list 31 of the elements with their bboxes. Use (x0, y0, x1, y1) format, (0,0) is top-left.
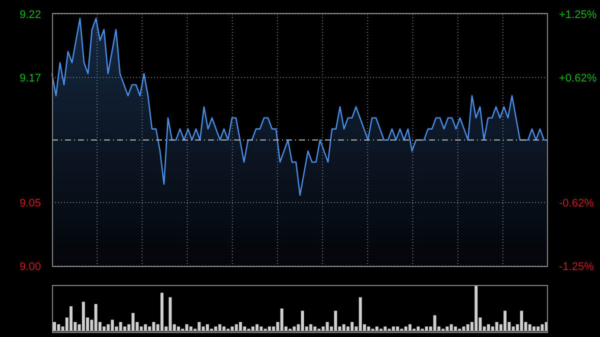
bar (239, 322, 242, 331)
y2-tick-label: +0.62% (559, 72, 597, 85)
bar (334, 310, 338, 331)
bar (326, 322, 329, 331)
bar (152, 322, 156, 331)
bar (433, 315, 436, 331)
bar (119, 322, 122, 331)
y-tick-label: 9.17 (20, 72, 41, 85)
bar (160, 292, 164, 331)
bar (132, 313, 135, 331)
bar (350, 322, 354, 331)
y-tick-label: 9.22 (20, 9, 41, 21)
bar (474, 286, 478, 331)
bar (301, 310, 304, 331)
bar (504, 310, 507, 331)
bar (168, 297, 172, 331)
bar (520, 310, 524, 331)
bar (82, 302, 85, 331)
bar (280, 308, 284, 331)
bar (70, 306, 73, 331)
y-tick-label: 9.00 (20, 261, 41, 273)
y-tick-label: 9.05 (20, 197, 41, 210)
bar (495, 322, 498, 331)
bar (53, 322, 56, 331)
y2-tick-label: +1.25% (559, 9, 597, 21)
y2-tick-label: -0.62% (559, 197, 594, 210)
bar (110, 320, 114, 331)
y2-tick-label: -1.25% (559, 261, 594, 273)
bar (358, 297, 362, 331)
bar (94, 304, 98, 331)
bar (198, 322, 201, 331)
